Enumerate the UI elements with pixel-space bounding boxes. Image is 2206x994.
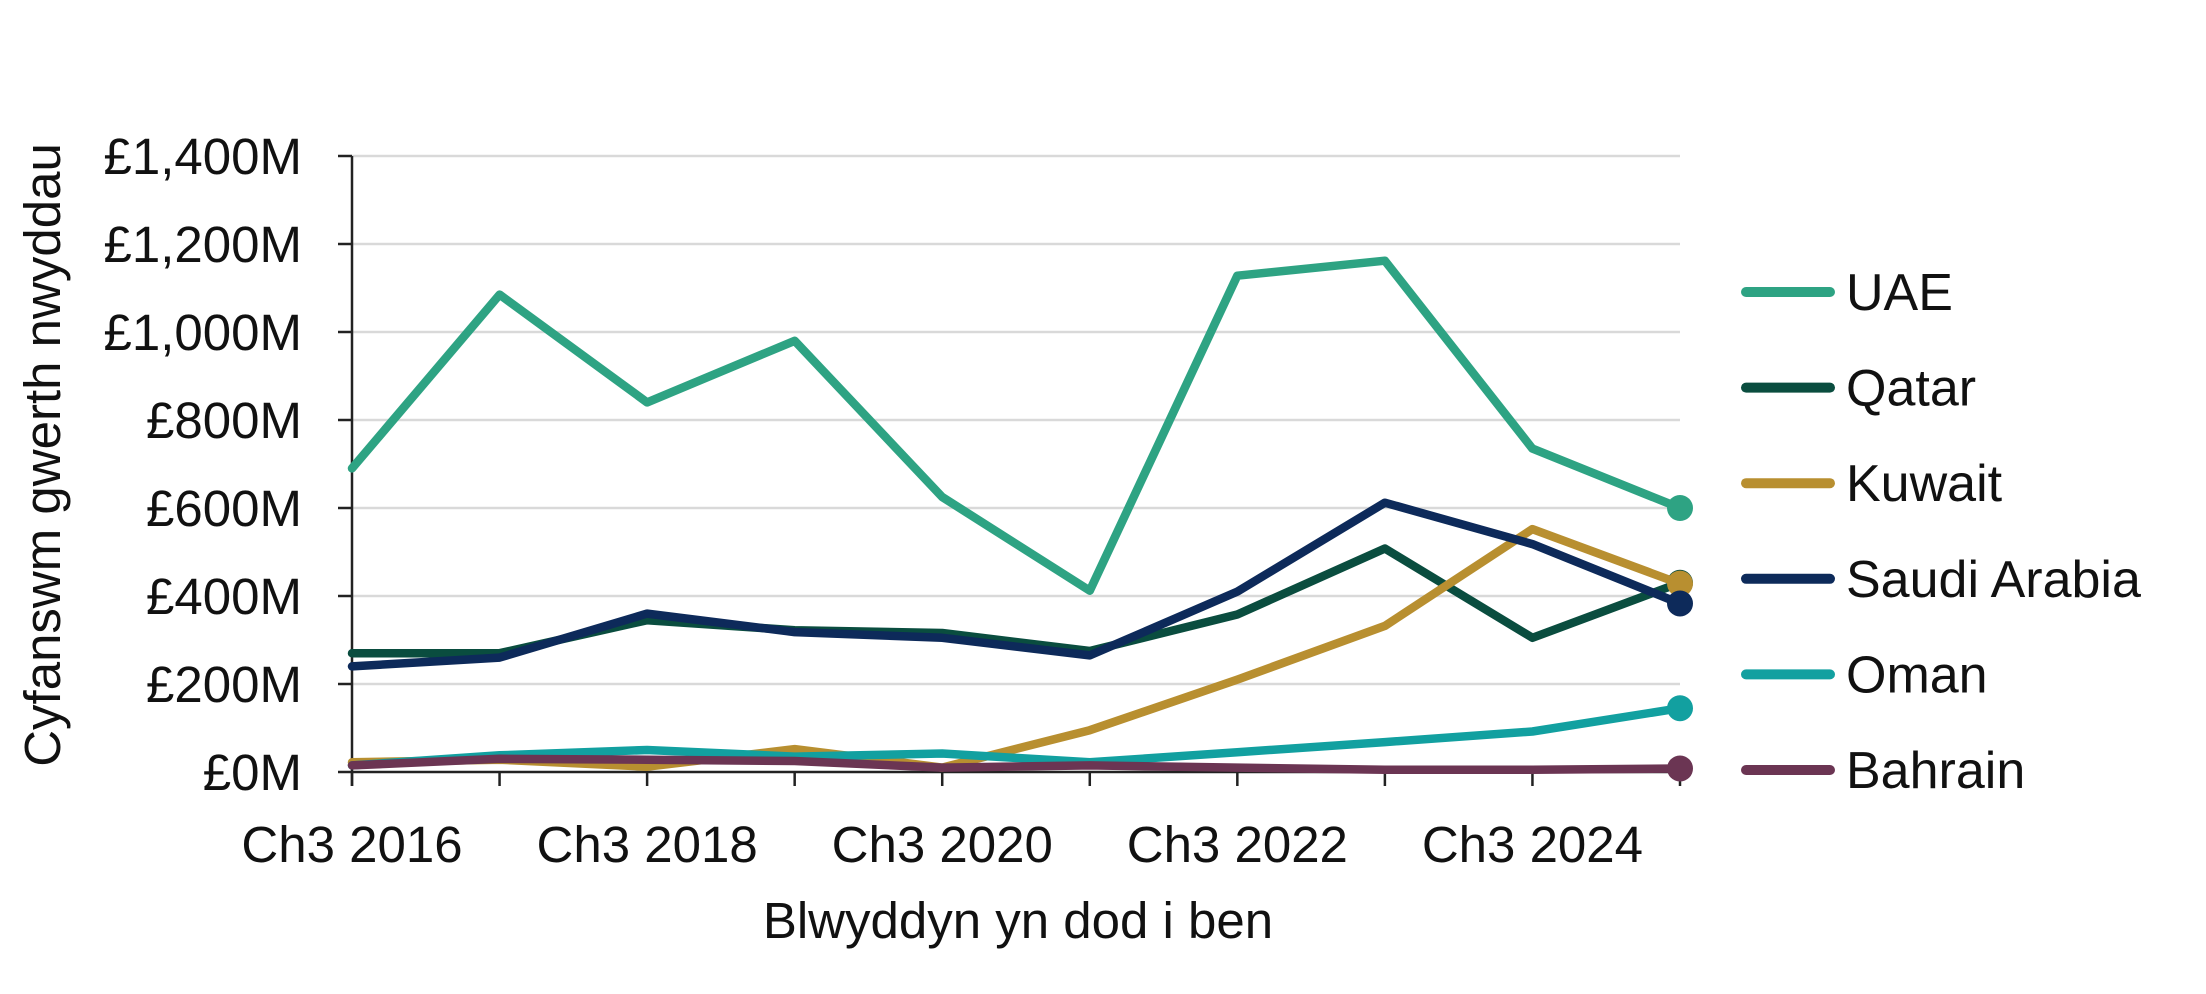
- y-tick-label: £1,400M: [104, 128, 302, 185]
- legend-label-saudi-arabia: Saudi Arabia: [1846, 551, 2141, 609]
- y-axis-title: Cyfanswm gwerth nwyddau: [14, 143, 71, 767]
- x-axis-title: Blwyddyn yn dod i ben: [763, 892, 1273, 949]
- series-line-oman: [347, 703, 1685, 770]
- legend-label-qatar: Qatar: [1846, 360, 1976, 418]
- series-line-uae: [347, 256, 1685, 595]
- y-tick-label: £1,200M: [104, 216, 302, 273]
- x-tick-label: Ch3 2018: [537, 816, 758, 873]
- gridlines: [352, 154, 1680, 686]
- series-end-marker-oman: [1667, 695, 1693, 722]
- legend-label-uae: UAE: [1846, 264, 1953, 322]
- y-tick-label: £800M: [146, 392, 302, 449]
- legend-label-kuwait: Kuwait: [1846, 455, 2003, 513]
- y-tick-label: £1,000M: [104, 304, 302, 361]
- x-tick-label: Ch3 2022: [1127, 816, 1348, 873]
- y-tick-label: £600M: [146, 480, 302, 537]
- series-line-saudi-arabia: [347, 498, 1685, 671]
- legend-label-bahrain: Bahrain: [1846, 742, 2025, 800]
- x-tick-label: Ch3 2024: [1422, 816, 1643, 873]
- legend-label-oman: Oman: [1846, 646, 1988, 704]
- x-tick-label: Ch3 2020: [832, 816, 1053, 873]
- x-tick-label: Ch3 2016: [241, 816, 462, 873]
- legend: UAE Qatar Kuwait Saudi Arabia Oman Bahrain: [1741, 264, 2141, 800]
- series-end-marker-bahrain: [1667, 755, 1693, 782]
- series-lines: [347, 256, 1693, 782]
- series-end-marker-saudi-arabia: [1667, 590, 1693, 617]
- y-tick-label: £400M: [146, 568, 302, 625]
- axes: £0M £200M £400M £600M £800M £1,000M £1,200M £1,…: [104, 128, 1682, 873]
- y-tick-label: £200M: [146, 656, 302, 713]
- y-tick-label: £0M: [203, 744, 302, 801]
- series-end-marker-kuwait: [1667, 570, 1693, 597]
- series-end-marker-uae: [1667, 495, 1693, 521]
- series-line-bahrain: [347, 754, 1685, 775]
